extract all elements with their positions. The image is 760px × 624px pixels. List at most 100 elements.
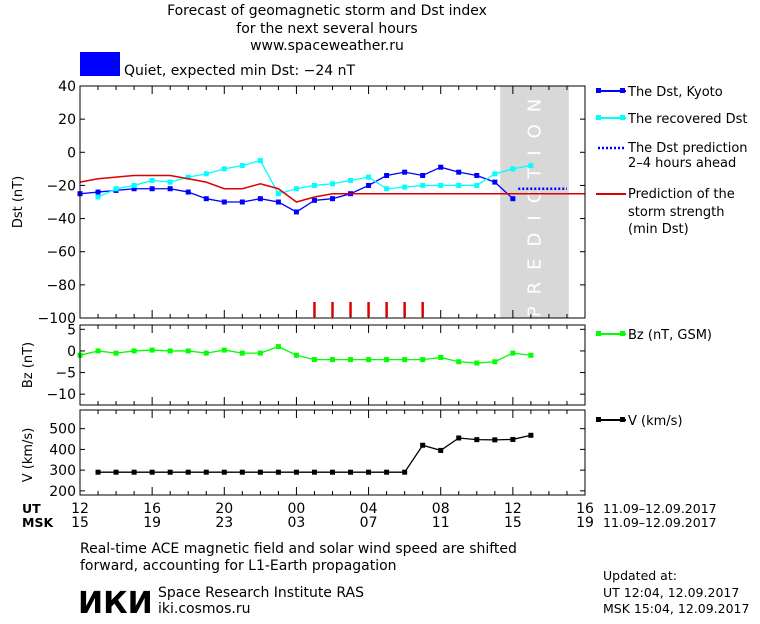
data-point-bz: [131, 348, 137, 354]
legend-v-marker: [620, 417, 625, 422]
data-point-dst: [185, 174, 191, 180]
data-point-bz: [149, 347, 155, 353]
legend-v-marker: [596, 417, 601, 422]
data-point-v: [185, 469, 191, 475]
data-point-v: [528, 432, 534, 438]
data-point-v: [510, 436, 516, 442]
data-point-v: [474, 437, 480, 443]
status-text: Quiet, expected min Dst: −24 nT: [124, 63, 356, 79]
data-point-dst: [474, 172, 480, 178]
x-tick-label-msk: 15: [504, 515, 522, 531]
dst-axis-label: Dst (nT): [11, 176, 26, 228]
data-point-dst: [456, 169, 462, 175]
data-point-dst: [239, 199, 245, 205]
dst-panel: PREDICTION 40 20 0 −20 −40 −60 −80 −100 Dst (nT…: [11, 79, 586, 327]
data-point-dst: [474, 182, 480, 188]
data-point-bz: [95, 348, 101, 354]
footnote-line2: forward, accounting for L1-Earth propaga…: [80, 558, 397, 574]
data-point-bz: [456, 359, 462, 365]
data-point-dst: [293, 209, 299, 215]
data-point-dst: [366, 174, 372, 180]
data-point-v: [293, 469, 299, 475]
x-tick-label-ut: 00: [288, 501, 306, 517]
data-point-dst: [275, 199, 281, 205]
x-axis-labels: UT MSK 11.09–12.09.2017 11.09–12.09.2017…: [22, 501, 717, 531]
data-point-dst: [203, 196, 209, 202]
data-point-bz: [492, 359, 498, 365]
x-tick-label-msk: 03: [288, 515, 306, 531]
y-tick-label: 300: [49, 463, 76, 479]
data-point-dst: [131, 186, 137, 192]
updated-ut: UT 12:04, 12.09.2017: [603, 585, 739, 600]
data-point-v: [420, 442, 426, 448]
data-point-dst: [384, 172, 390, 178]
data-point-v: [203, 469, 209, 475]
y-tick-label: −80: [46, 278, 76, 294]
x-tick-label-ut: 04: [360, 501, 378, 517]
data-point-bz: [402, 357, 408, 363]
y-tick-label: 0: [67, 344, 76, 360]
data-point-dst: [402, 184, 408, 190]
data-point-dst: [348, 177, 354, 183]
data-point-dst: [456, 182, 462, 188]
v-axis-label: V (km/s): [21, 428, 36, 483]
data-point-bz: [438, 354, 444, 360]
data-point-bz: [420, 357, 426, 363]
series-line-dst-3: [79, 174, 585, 203]
data-point-dst: [402, 169, 408, 175]
footer: Real-time ACE magnetic field and solar w…: [78, 541, 749, 621]
institute-site[interactable]: iki.cosmos.ru: [158, 601, 250, 617]
legend-prediction-label-1: The Dst prediction: [627, 141, 748, 156]
data-point-bz: [384, 357, 390, 363]
data-point-dst: [311, 182, 317, 188]
x-tick-label-ut: 16: [143, 501, 161, 517]
data-point-bz: [366, 357, 372, 363]
data-point-v: [330, 469, 335, 475]
v-panel: 500 400 300 200 V (km/s): [21, 409, 586, 500]
data-point-dst: [492, 179, 498, 185]
v-panel-frame: [79, 409, 586, 496]
y-tick-label: −40: [46, 212, 76, 228]
data-point-v: [456, 435, 462, 441]
data-point-bz: [185, 348, 191, 354]
legend-recovered-marker: [596, 115, 601, 120]
data-point-dst: [203, 171, 209, 177]
data-point-v: [221, 469, 227, 475]
series-line-v-0: [98, 434, 532, 473]
data-point-bz: [348, 357, 354, 363]
data-point-dst: [420, 172, 426, 178]
data-point-bz: [293, 352, 299, 358]
legend-kyoto-marker: [620, 88, 625, 93]
updated-label: Updated at:: [603, 568, 677, 583]
legend-bz-marker: [596, 331, 601, 336]
y-tick-label: 200: [49, 484, 76, 500]
prediction-band: [500, 86, 569, 318]
y-tick-label: 20: [58, 112, 76, 128]
data-point-v: [95, 469, 101, 475]
data-point-bz: [239, 350, 245, 356]
iki-logo: ИКИ: [78, 586, 153, 620]
series-line-bz-0: [79, 345, 531, 364]
data-point-v: [239, 469, 245, 475]
data-point-dst: [330, 196, 335, 202]
x-tick-label-ut: 08: [432, 501, 450, 517]
data-point-bz: [275, 344, 281, 350]
data-point-v: [311, 469, 317, 475]
data-point-dst: [293, 186, 299, 192]
prediction-band-label: PREDICTION: [525, 87, 546, 317]
data-point-dst: [366, 182, 372, 188]
data-point-v: [257, 469, 263, 475]
data-point-dst: [311, 197, 317, 203]
y-tick-label: 0: [67, 145, 76, 161]
data-point-dst: [95, 189, 101, 195]
data-point-dst: [438, 182, 444, 188]
institute-name: Space Research Institute RAS: [158, 585, 364, 601]
y-tick-label: −100: [38, 311, 76, 327]
legend-v-label: V (km/s): [628, 414, 683, 429]
data-point-v: [113, 469, 119, 475]
data-point-v: [402, 469, 408, 475]
data-point-bz: [203, 350, 209, 356]
x-tick-label-msk: 11: [432, 515, 450, 531]
data-point-dst: [384, 186, 390, 192]
data-point-v: [492, 437, 498, 443]
